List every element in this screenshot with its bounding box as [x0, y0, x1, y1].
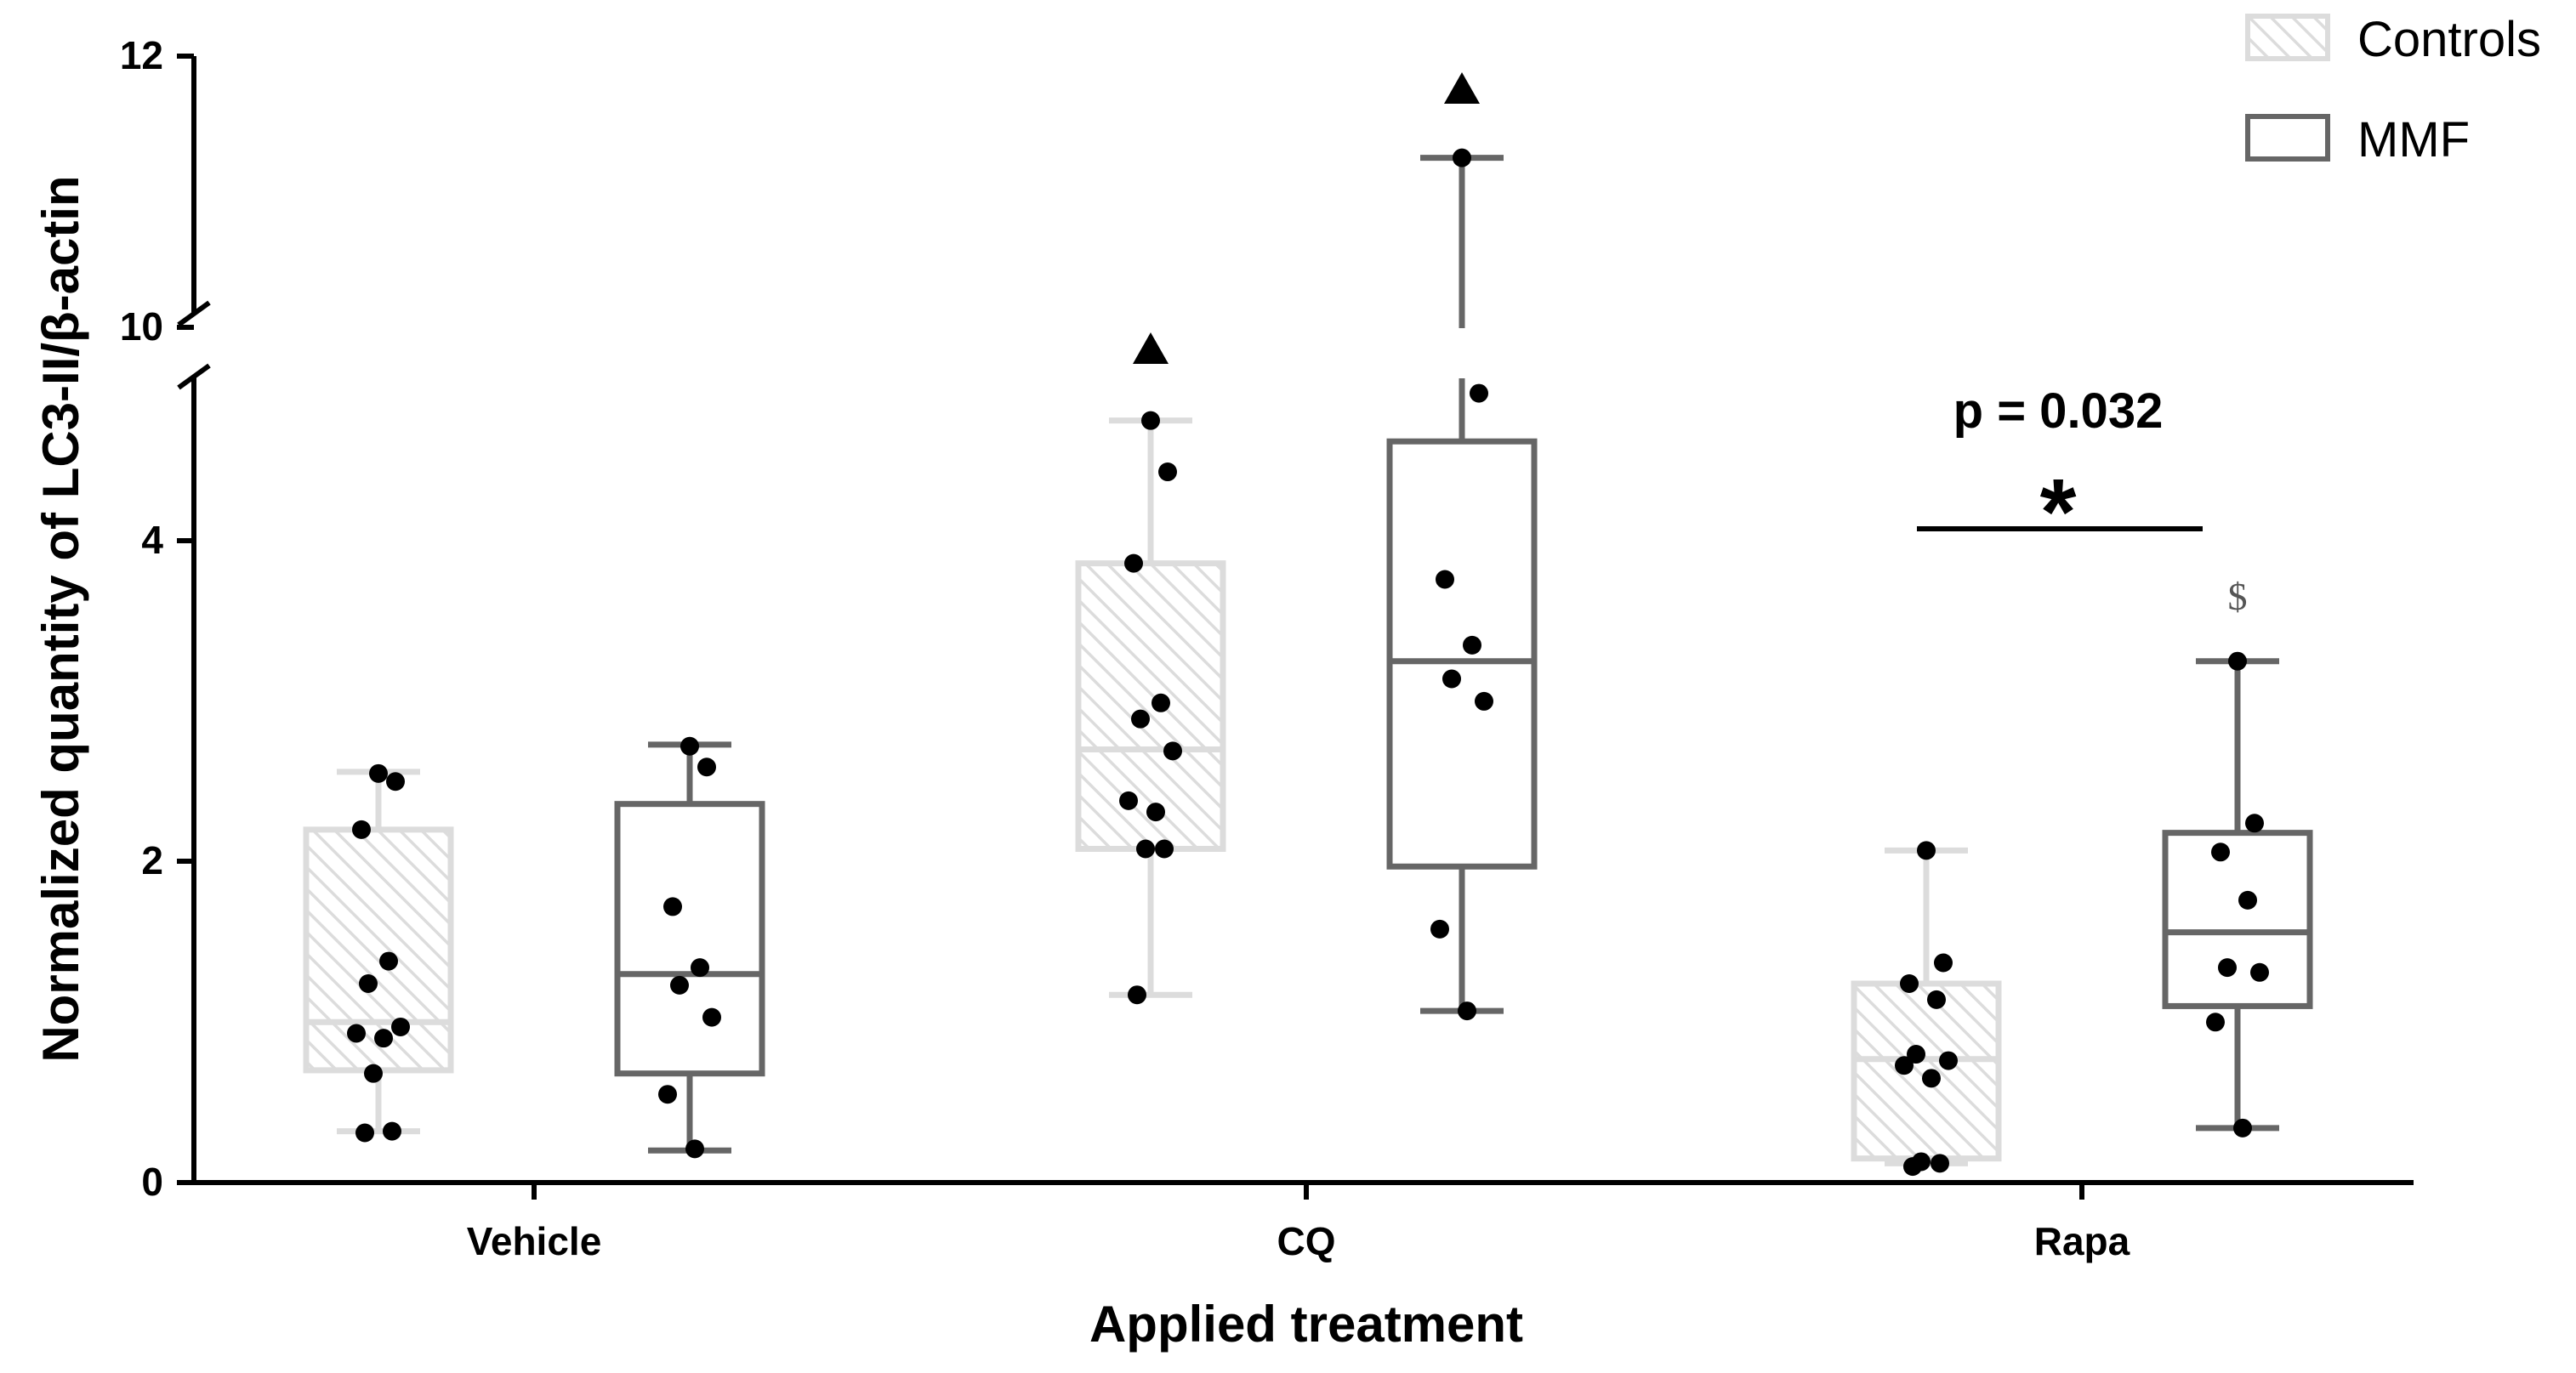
controls-cq-point — [1131, 709, 1150, 729]
controls-vehicle-point — [374, 1029, 393, 1048]
plot-area: $ — [303, 72, 2313, 1177]
controls-cq-point — [1158, 462, 1177, 482]
controls-rapa-point — [1907, 1045, 1925, 1064]
legend: Controls MMF — [2245, 12, 2541, 167]
controls-cq-point — [1119, 791, 1138, 810]
legend-swatch-controls — [2245, 14, 2330, 61]
y-tick-label-4: 4 — [141, 518, 163, 562]
mmf-rapa-point — [2233, 1118, 2252, 1138]
y-axis-title: Normalized quantity of LC3-II/β-actin — [32, 175, 89, 1062]
mmf-rapa-point — [2206, 1013, 2225, 1032]
controls-vehicle-point — [355, 1123, 374, 1143]
controls-vehicle-point — [383, 1121, 401, 1141]
mmf-rapa-point — [2228, 651, 2247, 671]
controls-rapa-point — [1931, 1154, 1949, 1173]
mmf-rapa-box — [2162, 830, 2313, 1009]
legend-label-controls: Controls — [2357, 12, 2541, 67]
y-axis-break-mark-1 — [177, 300, 211, 327]
mmf-cq-point — [1475, 691, 1493, 711]
significance-annotation: p = 0.032 * — [1917, 383, 2203, 565]
p-value-label: p = 0.032 — [1953, 383, 2164, 439]
mmf-vehicle-point — [670, 975, 689, 995]
mmf-cq-point — [1430, 919, 1449, 939]
controls-cq-point — [1152, 693, 1170, 712]
mmf-vehicle-point — [685, 1139, 704, 1159]
mmf-vehicle-point — [680, 736, 699, 756]
mmf-rapa-dollar-marker: $ — [2228, 575, 2248, 618]
mmf-cq-point — [1442, 669, 1461, 689]
controls-rapa-point — [1934, 953, 1953, 973]
controls-cq-point — [1141, 411, 1160, 430]
controls-vehicle-point — [391, 1017, 410, 1036]
controls-cq-point — [1128, 985, 1146, 1005]
controls-cq-point — [1163, 741, 1182, 761]
y-tick-label-0: 0 — [141, 1160, 163, 1204]
mmf-vehicle-point — [663, 897, 682, 916]
legend-swatch-mmf — [2245, 114, 2330, 162]
mmf-rapa-point — [2245, 814, 2264, 833]
y-tick-label-12: 12 — [120, 33, 163, 77]
controls-vehicle-point — [364, 1064, 383, 1083]
controls-cq-point — [1146, 803, 1165, 822]
x-category-label-rapa: Rapa — [2034, 1219, 2130, 1263]
controls-rapa-point — [1900, 974, 1919, 994]
x-axis-title: Applied treatment — [1089, 1296, 1523, 1353]
significance-star: * — [2040, 460, 2077, 565]
controls-cq-point — [1136, 839, 1155, 859]
y-tick-label-10: 10 — [120, 304, 163, 349]
controls-rapa-point — [1917, 841, 1936, 860]
controls-rapa-point — [1903, 1157, 1922, 1177]
mmf-cq-point — [1470, 383, 1488, 403]
mmf-rapa-point — [2218, 958, 2237, 978]
controls-vehicle-point — [352, 820, 371, 839]
y-axis-break-mark-2 — [177, 363, 211, 390]
controls-rapa-point — [1922, 1069, 1941, 1088]
mmf-rapa-point — [2238, 890, 2257, 910]
mmf-rapa-point — [2211, 843, 2230, 862]
controls-vehicle-point — [386, 772, 405, 791]
controls-vehicle-point — [379, 951, 398, 971]
y-tick-label-2: 2 — [141, 838, 163, 882]
controls-rapa-point — [1939, 1051, 1958, 1070]
controls-rapa-point — [1927, 990, 1946, 1009]
controls-cq-point — [1155, 839, 1174, 859]
mmf-cq-triangle-marker — [1444, 72, 1480, 104]
mmf-vehicle-box — [614, 801, 765, 1077]
x-category-label-vehicle: Vehicle — [467, 1219, 602, 1263]
controls-vehicle-point — [359, 974, 378, 994]
mmf-rapa-point — [2250, 962, 2269, 982]
mmf-vehicle-point — [697, 757, 716, 777]
legend-label-mmf: MMF — [2357, 112, 2470, 167]
mmf-cq-box — [1386, 438, 1538, 870]
mmf-vehicle-point — [658, 1085, 677, 1104]
controls-cq-point — [1124, 553, 1143, 573]
mmf-cq-point — [1453, 148, 1471, 167]
mmf-vehicle-point — [702, 1007, 721, 1027]
controls-vehicle-point — [369, 763, 388, 783]
controls-cq-triangle-marker — [1133, 332, 1169, 364]
mmf-cq-point — [1458, 1001, 1476, 1021]
x-category-label-cq: CQ — [1277, 1219, 1336, 1263]
controls-rapa-point — [1895, 1056, 1914, 1075]
mmf-cq-point — [1463, 635, 1481, 655]
mmf-cq-point — [1436, 570, 1454, 589]
controls-vehicle-point — [347, 1024, 366, 1043]
x-ticks: Vehicle CQ Rapa — [467, 1183, 2130, 1263]
y-ticks: 0 2 4 10 12 — [120, 33, 194, 1204]
mmf-vehicle-point — [691, 958, 709, 978]
